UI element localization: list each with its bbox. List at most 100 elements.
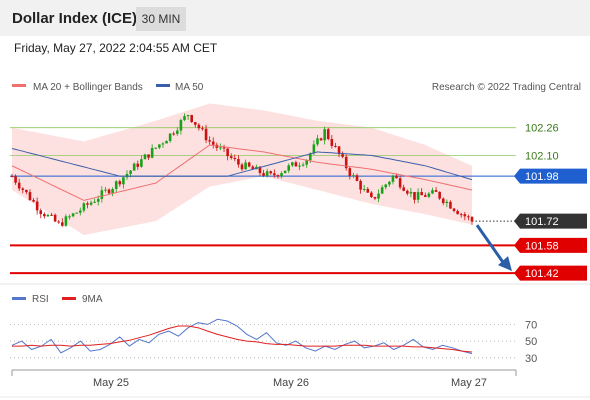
candle-body [143,154,147,160]
candle-body [312,144,316,154]
candle-body [391,175,395,182]
candle-body [341,154,344,157]
candle-body [438,191,441,199]
instrument-title: Dollar Index (ICE) [12,10,138,27]
candle-body [68,216,71,218]
x-tick-may27: May 27 [451,377,487,389]
candle-body [467,216,470,218]
level-label-101.72: 101.72 [525,216,559,228]
rsi-tick-30: 30 [525,353,537,365]
candle-body [17,182,21,189]
candle-body [431,190,434,194]
candle-body [359,180,362,190]
candle-body [247,162,251,167]
candle-body [71,213,75,217]
candle-body [28,192,32,201]
candle-body [86,203,89,205]
candle-body [240,164,244,170]
candle-body [96,198,100,202]
candle-body [154,147,158,149]
candle-body [129,170,132,174]
candle-body [344,156,348,169]
candle-body [107,189,111,194]
candle-body [193,122,197,125]
candle-body [104,189,107,191]
candle-body [413,191,416,200]
candle-body [61,222,64,226]
candle-body [308,153,312,161]
candle-body [283,170,287,174]
candle-body [222,147,226,149]
x-tick-may26: May 26 [273,377,309,389]
candle-body [291,162,294,166]
candle-body [362,188,366,190]
level-label-101.42: 101.42 [525,268,559,280]
candle-body [280,173,283,177]
candle-body [125,173,129,178]
candle-body [348,168,352,176]
candle-body [25,189,28,193]
candle-body [208,140,211,142]
candle-body [140,159,143,167]
candle-body [402,187,406,191]
interval-button[interactable]: 30 MIN [136,7,186,31]
candle-body [427,193,431,197]
candle-body [10,176,14,178]
candle-body [441,198,445,204]
candle-body [75,212,78,214]
candle-body [136,163,140,167]
chart-timestamp: Friday, May 27, 2022 2:04:55 AM CET [14,41,218,55]
candle-body [172,133,176,135]
header-bar: Dollar Index (ICE) 30 MIN [0,0,590,36]
candle-body [190,115,193,123]
level-tag-101.72 [514,213,587,229]
level-tag-101.58 [514,237,587,253]
candle-body [423,195,427,197]
candle-body [201,128,204,130]
candle-body [366,188,370,193]
candle-body [334,145,337,147]
level-tag-101.42 [514,265,587,281]
rsi-panel: 70 50 30 [10,318,537,365]
candle-body [398,178,402,188]
candle-body [269,171,273,174]
candle-body [294,162,298,167]
price-panel: 102.26 102.10 101.98 101.72 101.58 101.42 [10,103,587,281]
candle-body [456,210,459,215]
candle-body [395,175,398,179]
x-tick-may25: May 25 [93,377,129,389]
candle-body [211,141,215,145]
candle-body [100,190,104,199]
candle-body [373,197,377,199]
candle-body [377,193,380,199]
candle-body [57,221,61,223]
candle-body [470,217,474,222]
credit-label: Research © 2022 Trading Central [432,82,581,93]
candle-body [301,164,305,166]
candle-body [452,208,456,211]
candle-body [445,201,449,204]
rsi-tick-50: 50 [525,336,537,348]
candle-body [380,187,384,194]
candle-body [32,200,35,202]
candle-body [233,157,237,160]
candle-body [158,144,161,148]
candle-body [165,141,168,144]
candle-body [179,120,183,131]
candle-body [420,192,423,196]
candle-body [262,173,265,176]
candle-body [82,203,86,211]
candle-body [14,176,17,183]
candle-body [316,138,319,145]
candle-body [132,163,136,171]
candle-body [78,210,82,213]
candle-body [384,184,388,188]
candle-body [463,214,467,217]
rsi-line [11,318,473,355]
candle-body [276,175,280,177]
ma20-legend-label: MA 20 + Bollinger Bands [33,82,143,93]
level-label-102.10: 102.10 [525,150,559,162]
candle-body [409,191,413,194]
candle-body [337,146,341,155]
